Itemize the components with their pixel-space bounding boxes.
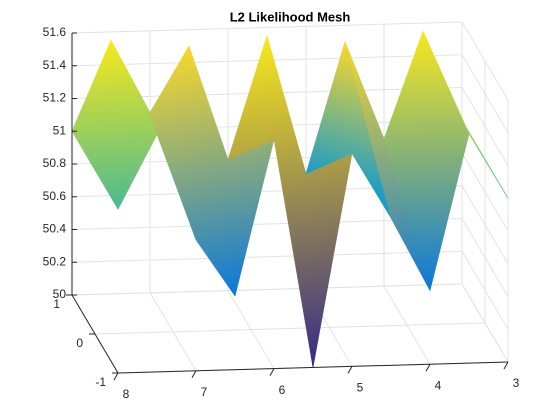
y-tick-label: 0 xyxy=(76,336,83,350)
z-tick-label: 51.2 xyxy=(43,91,67,105)
x-axis xyxy=(117,361,509,374)
x-tick-label: 8 xyxy=(123,387,130,401)
z-tick-label: 51.6 xyxy=(43,25,67,39)
x-tick-label: 6 xyxy=(279,383,286,397)
z-tick-label: 51 xyxy=(53,123,67,137)
x-tick xyxy=(503,361,509,370)
y-tick-label: 1 xyxy=(53,297,60,311)
x-tick-label: 3 xyxy=(513,376,520,390)
z-tick-label: 50 xyxy=(53,287,67,301)
grid-line xyxy=(71,250,463,263)
grid-line xyxy=(461,218,509,297)
z-tick-label: 50.8 xyxy=(43,156,67,170)
grid-line xyxy=(71,283,463,296)
grid-line xyxy=(461,54,509,134)
surface-patch xyxy=(422,31,509,199)
z-tick-label: 50.6 xyxy=(43,189,67,203)
x-tick xyxy=(269,368,275,376)
grid-line xyxy=(461,250,509,330)
grid-line xyxy=(461,185,509,265)
chart-title: L2 Likelihood Mesh xyxy=(230,9,351,24)
grid-line xyxy=(94,322,486,335)
grid-line xyxy=(461,283,509,363)
x-tick-label: 5 xyxy=(357,381,364,395)
y-tick-label: -1 xyxy=(95,375,106,389)
z-tick-label: 50.2 xyxy=(43,254,67,268)
grid-line xyxy=(461,87,509,166)
x-tick xyxy=(425,363,431,372)
grid-line xyxy=(461,152,509,232)
x-tick xyxy=(347,366,353,374)
z-tick-label: 51.4 xyxy=(43,58,67,72)
x-tick xyxy=(191,370,197,379)
x-tick-label: 7 xyxy=(201,385,208,399)
z-tick-label: 50.4 xyxy=(43,222,67,236)
grid-line xyxy=(461,21,509,101)
grid-line xyxy=(71,21,463,34)
x-tick-label: 4 xyxy=(435,378,442,392)
x-tick xyxy=(113,372,119,381)
